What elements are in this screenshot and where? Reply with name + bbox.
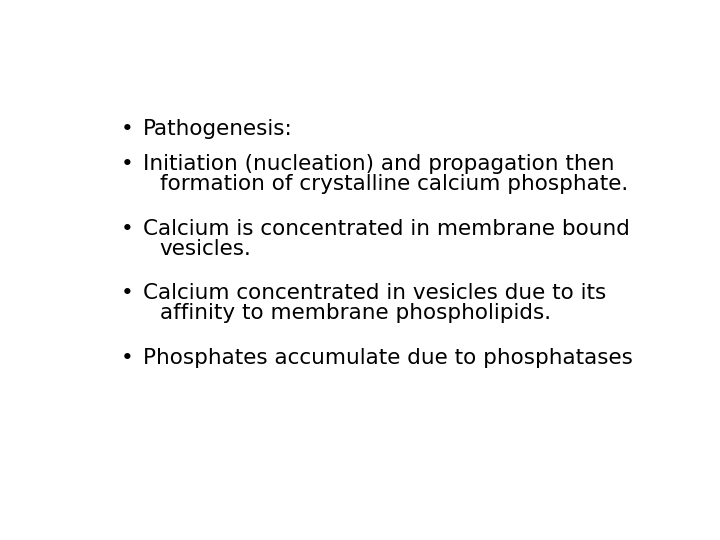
Text: Calcium is concentrated in membrane bound: Calcium is concentrated in membrane boun… xyxy=(143,219,630,239)
Text: formation of crystalline calcium phosphate.: formation of crystalline calcium phospha… xyxy=(160,174,628,194)
Text: affinity to membrane phospholipids.: affinity to membrane phospholipids. xyxy=(160,303,551,323)
Text: Calcium concentrated in vesicles due to its: Calcium concentrated in vesicles due to … xyxy=(143,283,606,303)
Text: •: • xyxy=(121,119,133,139)
Text: •: • xyxy=(121,348,133,368)
Text: Pathogenesis:: Pathogenesis: xyxy=(143,119,293,139)
Text: •: • xyxy=(121,283,133,303)
Text: •: • xyxy=(121,219,133,239)
Text: vesicles.: vesicles. xyxy=(160,239,251,259)
Text: •: • xyxy=(121,154,133,174)
Text: Phosphates accumulate due to phosphatases: Phosphates accumulate due to phosphatase… xyxy=(143,348,633,368)
Text: Initiation (nucleation) and propagation then: Initiation (nucleation) and propagation … xyxy=(143,154,614,174)
